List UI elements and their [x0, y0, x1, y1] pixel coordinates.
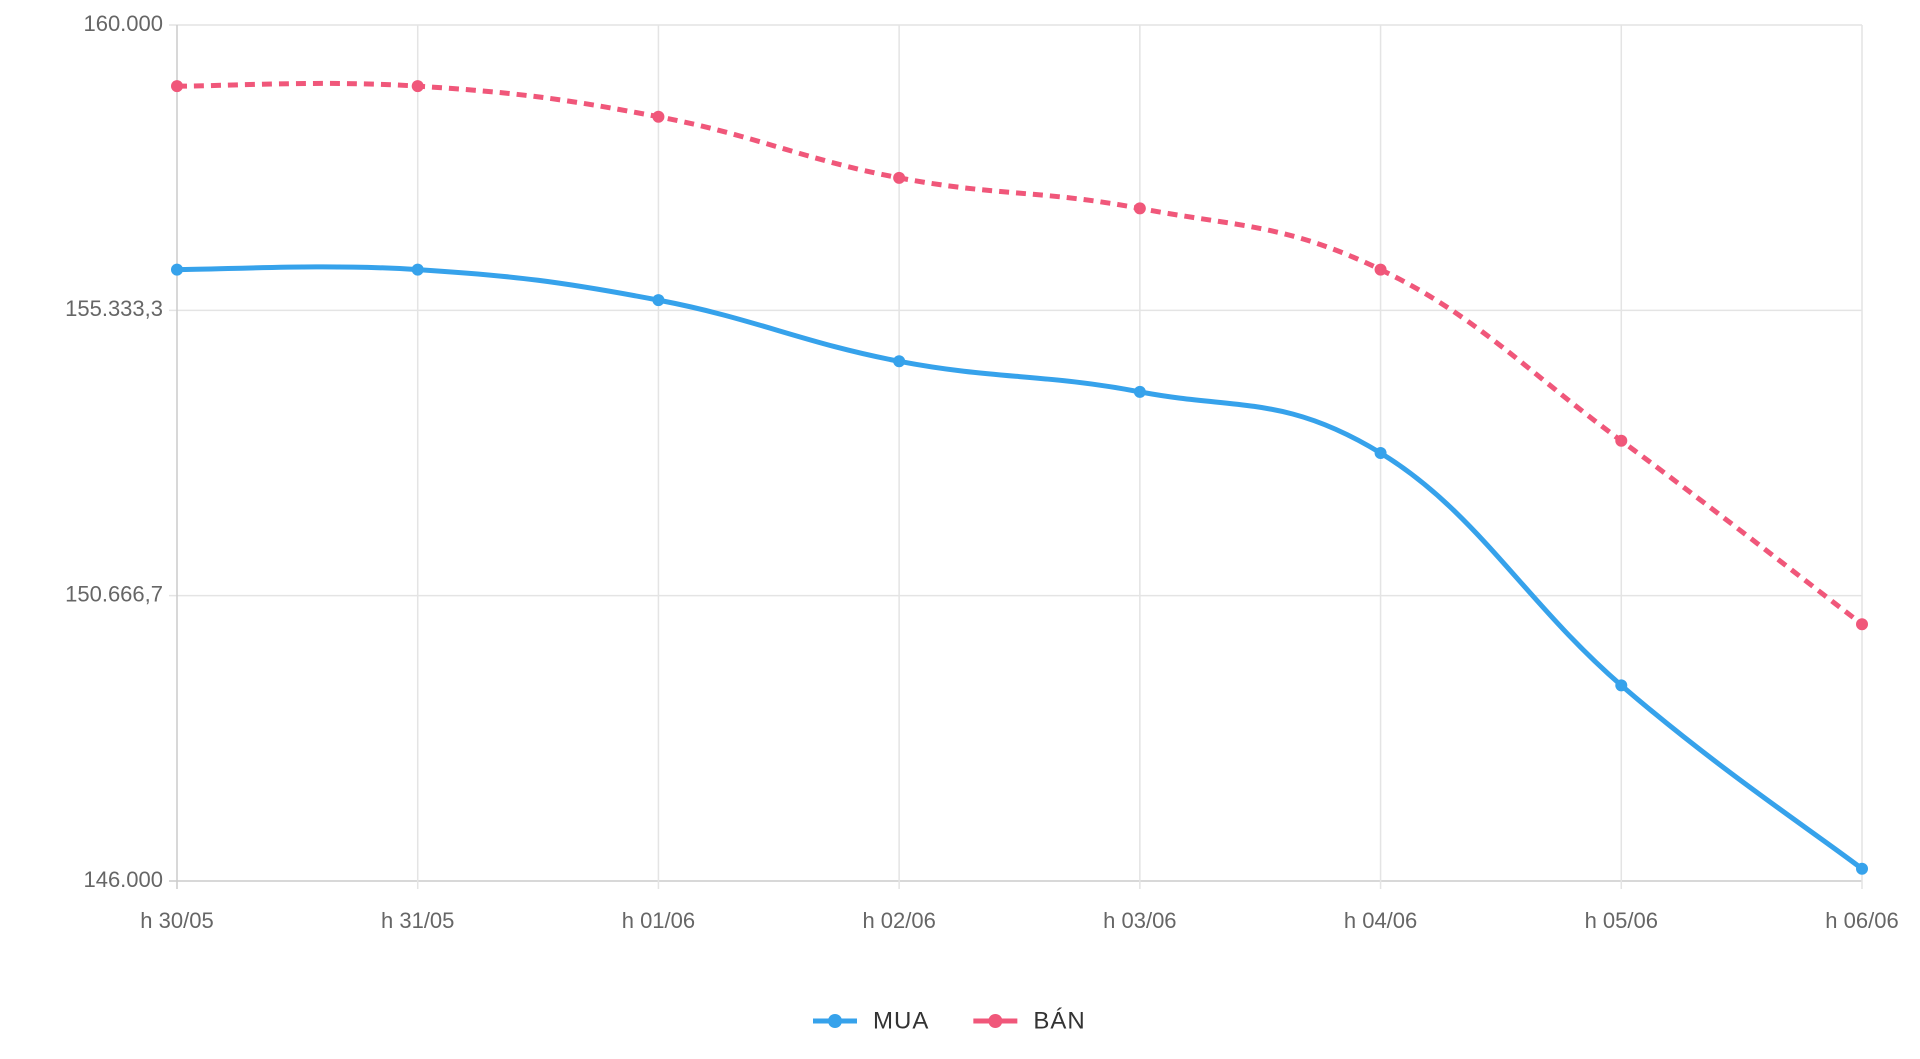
x-tick-label: h 06/06: [1825, 908, 1898, 933]
legend-label: BÁN: [1033, 1007, 1085, 1034]
data-point: [1615, 679, 1628, 692]
x-tick-label: h 01/06: [622, 908, 695, 933]
y-tick-label: 146.000: [83, 867, 163, 892]
legend-label: MUA: [873, 1007, 929, 1034]
data-point: [1133, 202, 1146, 215]
data-point: [652, 294, 665, 307]
x-tick-label: h 02/06: [862, 908, 935, 933]
y-tick-label: 160.000: [83, 11, 163, 36]
data-point: [652, 110, 665, 123]
data-point: [411, 80, 424, 93]
legend-marker: [828, 1014, 842, 1028]
x-tick-label: h 04/06: [1344, 908, 1417, 933]
x-tick-label: h 31/05: [381, 908, 454, 933]
x-tick-label: h 03/06: [1103, 908, 1176, 933]
data-point: [1374, 263, 1387, 276]
data-point: [1615, 434, 1628, 447]
x-tick-label: h 30/05: [140, 908, 213, 933]
data-point: [1374, 447, 1387, 459]
y-tick-label: 150.666,7: [65, 581, 163, 606]
data-point: [1133, 385, 1146, 398]
data-point: [1856, 618, 1868, 631]
series-line: [176, 80, 1864, 627]
x-tick-label: h 05/06: [1585, 908, 1658, 933]
data-point: [893, 171, 906, 184]
data-point: [1856, 862, 1868, 875]
data-point: [411, 263, 424, 276]
series-line: [176, 264, 1864, 871]
y-tick-label: 155.333,3: [65, 296, 163, 321]
data-point: [893, 355, 906, 368]
legend-marker: [988, 1014, 1003, 1028]
data-point: [171, 80, 183, 93]
data-point: [171, 263, 183, 276]
